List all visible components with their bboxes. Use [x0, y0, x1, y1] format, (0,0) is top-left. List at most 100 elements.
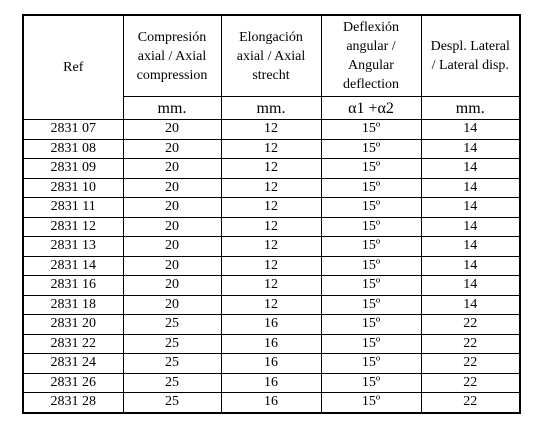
cell: 20	[122, 236, 222, 257]
data-row: 2831 09 20 12 15º 14	[22, 158, 521, 179]
cell: 14	[420, 197, 521, 218]
cell: 15º	[320, 314, 422, 335]
cell: 16	[220, 333, 322, 354]
cell: 20	[122, 119, 222, 140]
cell: 15º	[320, 333, 422, 354]
cell: 14	[420, 138, 521, 159]
data-row: 2831 18 20 12 15º 14	[22, 294, 521, 315]
cell: 12	[220, 158, 322, 179]
cell: 15º	[320, 236, 422, 257]
cell: 2831 14	[22, 255, 124, 276]
header-line: angular /	[346, 39, 396, 54]
header-line: Elongación	[239, 29, 303, 45]
cell: 2831 20	[22, 314, 124, 335]
cell: 12	[220, 236, 322, 257]
cell: 16	[220, 372, 322, 393]
header-line: compression	[136, 67, 208, 83]
cell: 12	[220, 255, 322, 276]
header-cell: Elongación axial / Axial strecht	[220, 14, 322, 97]
header-cell: Despl. Lateral / Lateral disp.	[420, 14, 521, 97]
cell: 2831 09	[22, 158, 124, 179]
header-line: Deflexión	[343, 20, 399, 35]
cell: 2831 18	[22, 294, 124, 315]
cell: 14	[420, 119, 521, 140]
cell: 15º	[320, 197, 422, 218]
cell: 20	[122, 158, 222, 179]
cell: 12	[220, 294, 322, 315]
cell: 2831 16	[22, 275, 124, 296]
cell: 15º	[320, 177, 422, 198]
data-row: 2831 28 25 16 15º 22	[22, 392, 521, 413]
cell: 2831 26	[22, 372, 124, 393]
header-cell: Deflexión angular / Angular deflection	[320, 14, 422, 97]
data-row: 2831 08 20 12 15º 14	[22, 138, 521, 159]
data-row: 2831 13 20 12 15º 14	[22, 236, 521, 257]
cell: 2831 10	[22, 177, 124, 198]
cell: 15º	[320, 255, 422, 276]
header-line: Compresión	[137, 29, 207, 45]
cell: 20	[122, 275, 222, 296]
cell: 2831 28	[22, 392, 124, 413]
unit-cell: mm.	[220, 96, 322, 120]
cell: 22	[420, 353, 521, 374]
cell: 15º	[320, 275, 422, 296]
cell: 25	[122, 353, 222, 374]
cell: 14	[420, 177, 521, 198]
cell: 15º	[320, 138, 422, 159]
cell: 2831 12	[22, 216, 124, 237]
header-cell: Compresión axial / Axial compression	[122, 14, 222, 97]
cell: 20	[122, 294, 222, 315]
cell: 15º	[320, 216, 422, 237]
cell: 12	[220, 216, 322, 237]
cell: 15º	[320, 353, 422, 374]
unit-cell: mm.	[420, 96, 521, 120]
cell: 12	[220, 197, 322, 218]
header-line: strecht	[252, 67, 290, 83]
header-line: Angular	[348, 58, 394, 73]
cell: 2831 11	[22, 197, 124, 218]
cell: 25	[122, 372, 222, 393]
cell: 2831 22	[22, 333, 124, 354]
data-row: 2831 22 25 16 15º 22	[22, 333, 521, 354]
header-row: Ref Compresión axial / Axial compression Elo…	[22, 14, 521, 120]
cell: 14	[420, 236, 521, 257]
cell: 22	[420, 333, 521, 354]
cell: 14	[420, 294, 521, 315]
cell: 25	[122, 392, 222, 413]
cell: 22	[420, 314, 521, 335]
cell: 16	[220, 314, 322, 335]
cell: 20	[122, 177, 222, 198]
cell: 15º	[320, 158, 422, 179]
header-line: axial / Axial	[236, 48, 306, 64]
header-line: / Lateral disp.	[431, 58, 509, 73]
unit-cell: α1 +α2	[320, 96, 422, 120]
unit-row: mm. mm. α1 +α2 mm.	[23, 96, 521, 120]
cell: 15º	[320, 119, 422, 140]
spec-table: Ref Compresión axial / Axial compression Elo…	[22, 14, 521, 414]
header-line: Despl. Lateral	[430, 39, 510, 54]
header-line: axial / Axial	[137, 48, 207, 64]
data-row: 2831 07 20 12 15º 14	[22, 119, 521, 140]
cell: 12	[220, 138, 322, 159]
cell: 22	[420, 392, 521, 413]
cell: 15º	[320, 392, 422, 413]
data-row: 2831 24 25 16 15º 22	[22, 353, 521, 374]
cell: 2831 24	[22, 353, 124, 374]
cell: 14	[420, 158, 521, 179]
data-row: 2831 26 25 16 15º 22	[22, 372, 521, 393]
data-row: 2831 12 20 12 15º 14	[22, 216, 521, 237]
cell: 25	[122, 333, 222, 354]
cell: 12	[220, 119, 322, 140]
header-line: deflection	[343, 77, 399, 92]
header-cell: Ref	[22, 14, 124, 120]
cell: 20	[122, 216, 222, 237]
cell: 14	[420, 216, 521, 237]
header-line: Ref	[63, 60, 84, 75]
cell: 2831 13	[22, 236, 124, 257]
cell: 22	[420, 372, 521, 393]
cell: 14	[420, 255, 521, 276]
cell: 16	[220, 392, 322, 413]
cell: 12	[220, 275, 322, 296]
cell: 2831 08	[22, 138, 124, 159]
data-row: 2831 10 20 12 15º 14	[22, 177, 521, 198]
